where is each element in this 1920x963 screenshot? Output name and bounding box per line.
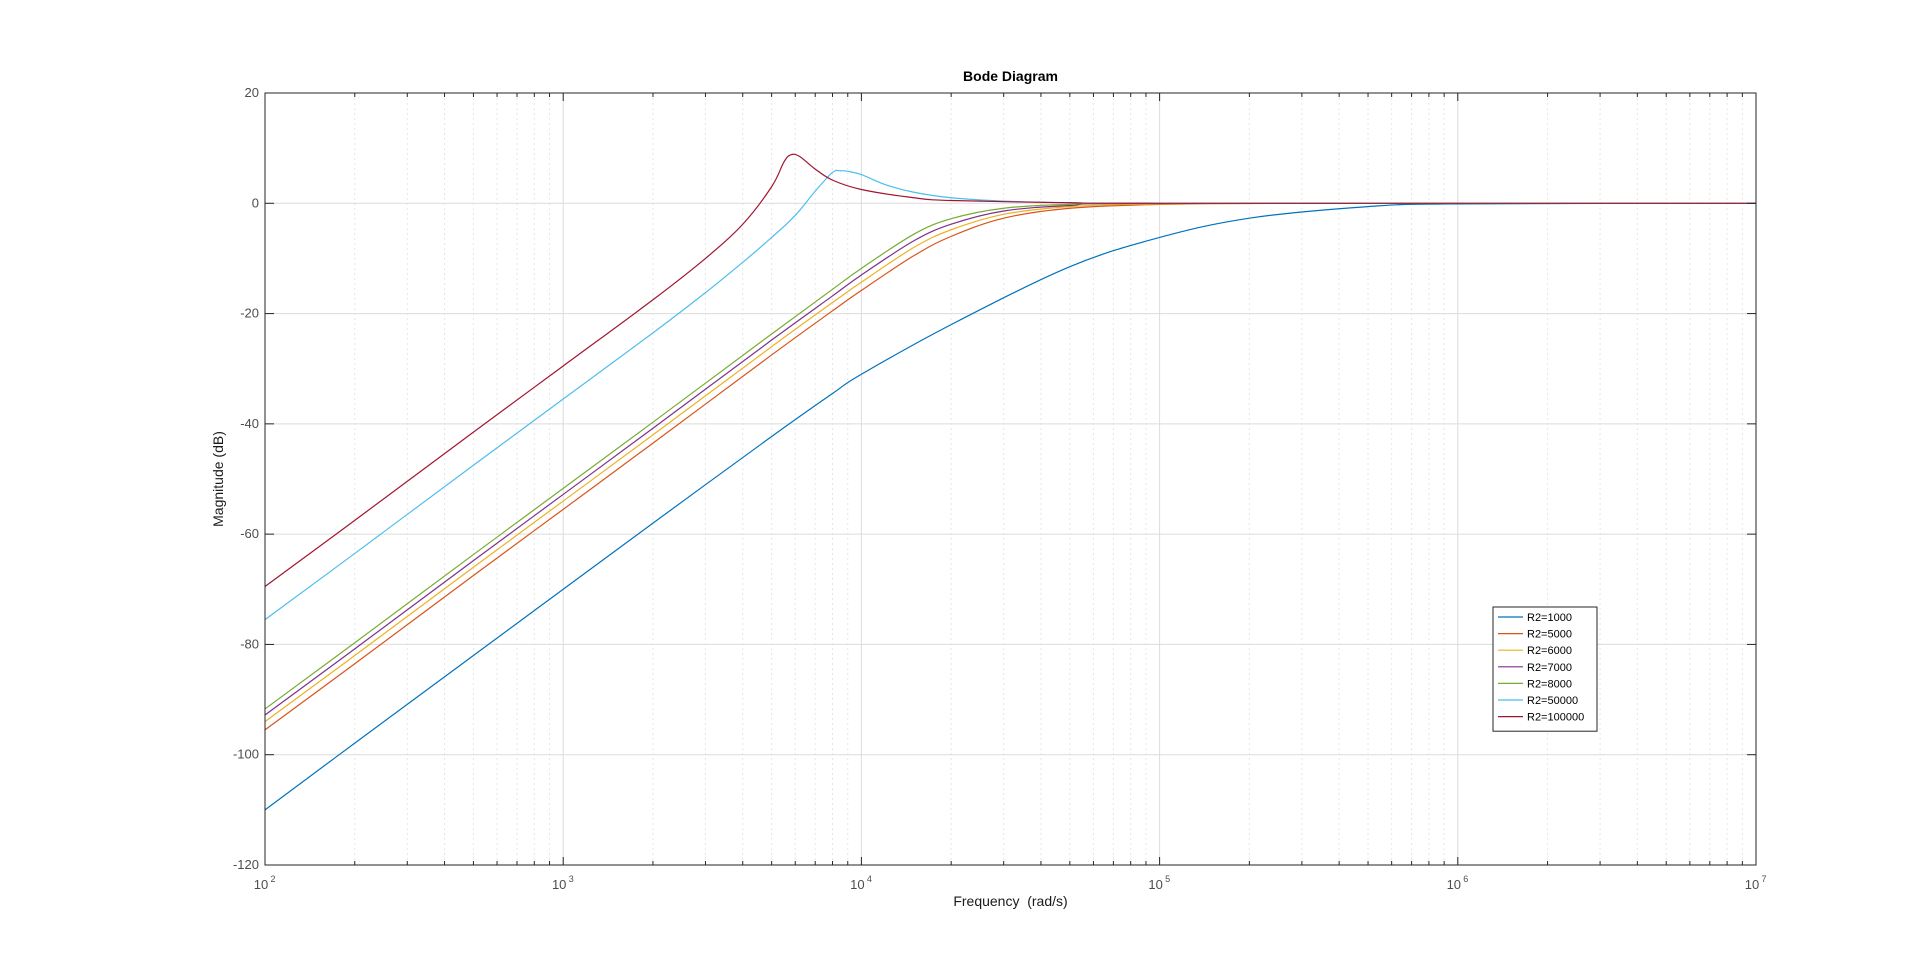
axes-frame: [264, 92, 1757, 866]
y-tick-label: -40: [240, 416, 259, 431]
legend-box: [1492, 606, 1598, 732]
x-tick-exponent: 7: [1761, 874, 1766, 884]
x-tick-exponent: 2: [270, 874, 275, 884]
series-lines: [264, 153, 1757, 811]
minor-gridlines: [354, 93, 1743, 865]
x-tick-labels: 10 2 10 3 10 4 10 5 10 6 10 7: [254, 874, 1767, 892]
legend-entry: R2=8000: [1527, 678, 1572, 690]
legend-entry: R2=1000: [1527, 612, 1572, 624]
y-tick-label: -120: [233, 857, 259, 872]
y-tick-label: -60: [240, 526, 259, 541]
x-tick-label: 10: [1745, 877, 1759, 892]
x-tick-exponent: 3: [569, 874, 574, 884]
y-tick-label: -80: [240, 636, 259, 651]
x-tick-label: 10: [254, 877, 268, 892]
x-axis-label: Frequency (rad/s): [953, 893, 1067, 909]
x-tick-label: 10: [850, 877, 864, 892]
legend-entry: R2=5000: [1527, 629, 1572, 641]
axis-ticks: [264, 92, 1757, 866]
y-tick-label: 0: [252, 195, 259, 210]
y-tick-label: -20: [240, 306, 259, 321]
x-tick-label: 10: [552, 877, 566, 892]
legend-entry: R2=7000: [1527, 662, 1572, 674]
series-line-r2-1000: [264, 202, 1757, 811]
y-tick-labels: 20 0 -20 -40 -60 -80 -100 -120: [233, 85, 259, 872]
legend-entry: R2=100000: [1527, 712, 1584, 724]
chart-title: Bode Diagram: [963, 68, 1058, 84]
y-tick-label: 20: [245, 85, 259, 100]
x-tick-exponent: 5: [1165, 874, 1170, 884]
series-line-r2-100000: [264, 153, 1757, 588]
legend: R2=1000 R2=5000 R2=6000 R2=7000 R2=8000 R2=50…: [1492, 606, 1598, 732]
x-tick-exponent: 4: [867, 874, 872, 884]
legend-entry: R2=50000: [1527, 695, 1578, 707]
legend-entry: R2=6000: [1527, 645, 1572, 657]
y-axis-label: Magnitude (dB): [210, 431, 226, 527]
plot-area: [265, 93, 1756, 865]
x-tick-label: 10: [1148, 877, 1162, 892]
x-tick-exponent: 6: [1463, 874, 1468, 884]
x-tick-label: 10: [1447, 877, 1461, 892]
y-tick-label: -100: [233, 747, 259, 762]
